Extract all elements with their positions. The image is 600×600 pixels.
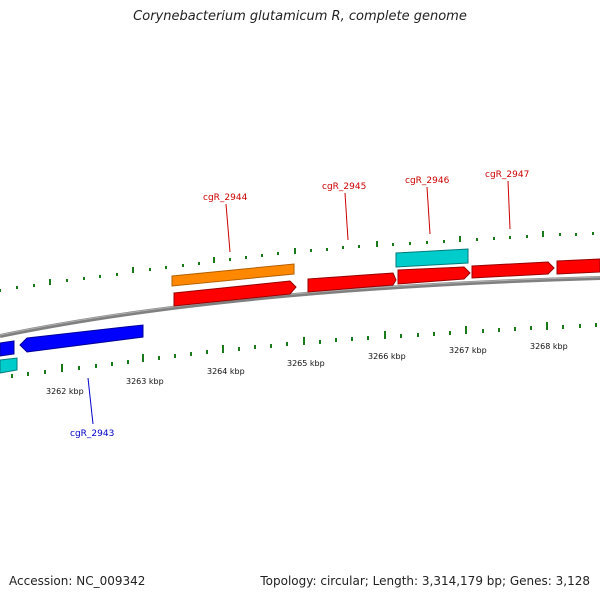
gene-reverse[interactable] <box>0 340 15 357</box>
gene-forward[interactable] <box>471 261 555 279</box>
scale-label: 3264 kbp <box>207 367 245 376</box>
gene-cyan-reverse[interactable] <box>0 357 18 374</box>
scale-label: 3266 kbp <box>368 352 406 361</box>
forward-strand-genes <box>173 258 600 307</box>
scale-label: 3263 kbp <box>126 377 164 386</box>
scale-labels: 3262 kbp 3263 kbp 3264 kbp 3265 kbp 3266… <box>46 342 568 396</box>
scale-label: 3262 kbp <box>46 387 84 396</box>
genome-title: Corynebacterium glutamicum R, complete g… <box>133 9 467 24</box>
genome-backbone <box>0 276 600 338</box>
genome-summary-text: Topology: circular; Length: 3,314,179 bp… <box>260 574 590 588</box>
scale-label: 3267 kbp <box>449 346 487 355</box>
gene-forward[interactable] <box>556 258 600 275</box>
gene-forward[interactable] <box>397 266 471 285</box>
gene-label-cgR-2945[interactable]: cgR_2945 <box>322 182 366 192</box>
outer-tick-ring <box>0 231 594 292</box>
gene-labels: cgR_2943 cgR_2944 cgR_2945 cgR_2946 cgR_… <box>70 170 529 439</box>
reverse-strand-genes <box>0 324 144 374</box>
gene-label-cgR-2946[interactable]: cgR_2946 <box>405 176 450 186</box>
gene-forward[interactable] <box>173 280 297 307</box>
gene-orange[interactable] <box>171 263 295 287</box>
gene-label-cgR-2944[interactable]: cgR_2944 <box>203 193 248 203</box>
gene-cyan[interactable] <box>395 248 469 268</box>
gene-forward[interactable] <box>307 272 397 293</box>
inner-tick-ring <box>11 322 597 378</box>
gene-reverse[interactable] <box>19 324 144 353</box>
gene-label-cgR-2943[interactable]: cgR_2943 <box>70 429 114 439</box>
accession-text: Accession: NC_009342 <box>9 574 146 588</box>
outer-gene-row <box>171 248 469 287</box>
scale-label: 3265 kbp <box>287 359 325 368</box>
gene-label-cgR-2947[interactable]: cgR_2947 <box>485 170 529 180</box>
label-leaders <box>87 180 511 425</box>
scale-label: 3268 kbp <box>530 342 568 351</box>
